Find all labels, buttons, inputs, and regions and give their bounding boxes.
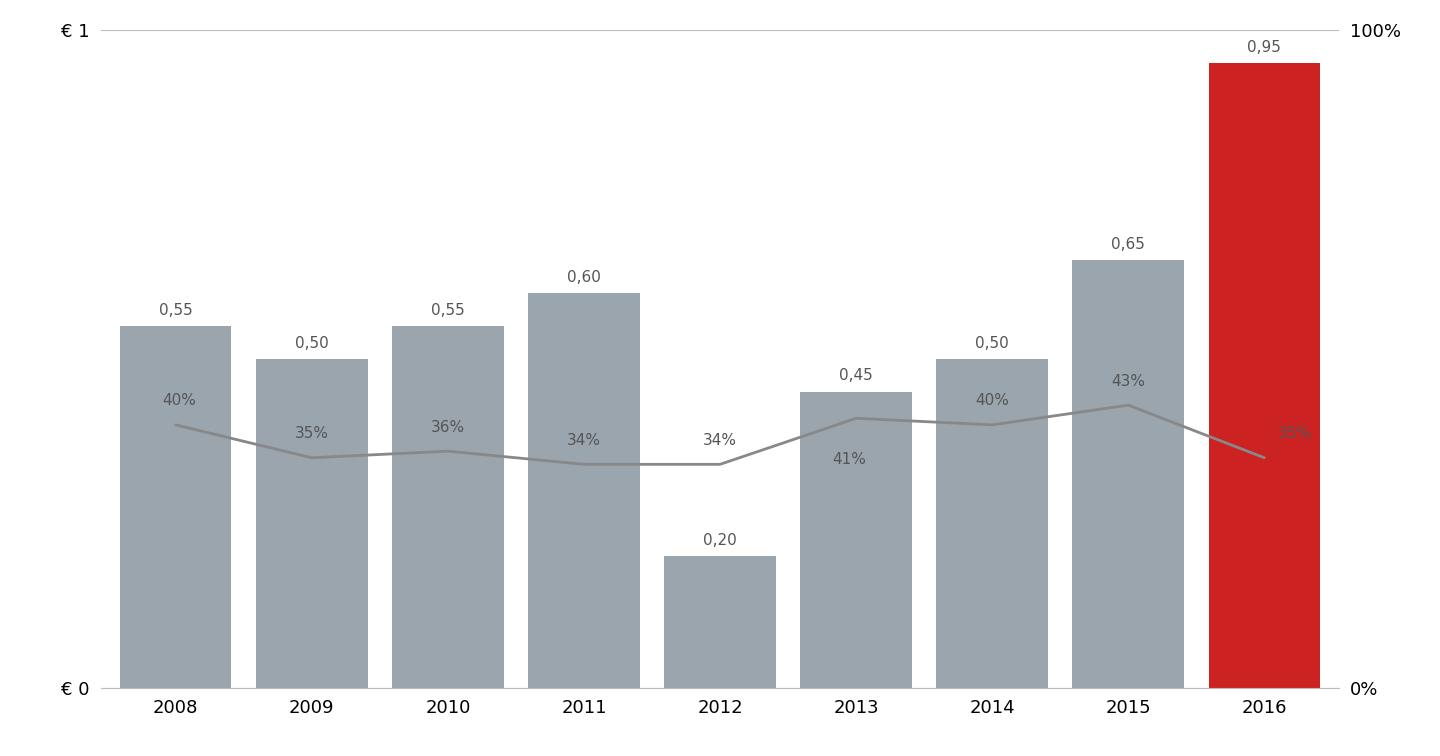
Bar	[664, 556, 776, 688]
Bar	[528, 293, 639, 688]
Bar	[936, 359, 1048, 688]
Bar	[120, 327, 232, 688]
Text: 0,55: 0,55	[158, 302, 193, 318]
Text: 43%: 43%	[1112, 373, 1145, 389]
Text: 0,20: 0,20	[703, 533, 737, 548]
Bar	[801, 392, 912, 688]
Text: 35%: 35%	[1277, 426, 1312, 442]
Text: 0,65: 0,65	[1112, 237, 1145, 252]
Text: 34%: 34%	[567, 433, 600, 448]
Text: 41%: 41%	[832, 453, 867, 467]
Text: 0,95: 0,95	[1247, 39, 1282, 54]
Bar	[1208, 64, 1320, 688]
Text: 0,55: 0,55	[431, 302, 465, 318]
Bar	[256, 359, 367, 688]
Bar	[1073, 260, 1184, 688]
Bar	[392, 327, 504, 688]
Text: 36%: 36%	[431, 420, 465, 435]
Text: 0,45: 0,45	[840, 368, 873, 383]
Text: 34%: 34%	[703, 433, 737, 448]
Text: 40%: 40%	[975, 393, 1009, 408]
Text: 0,50: 0,50	[975, 336, 1009, 351]
Text: 0,60: 0,60	[567, 270, 600, 285]
Text: 40%: 40%	[163, 393, 196, 408]
Text: 0,50: 0,50	[295, 336, 328, 351]
Text: 35%: 35%	[295, 426, 328, 442]
